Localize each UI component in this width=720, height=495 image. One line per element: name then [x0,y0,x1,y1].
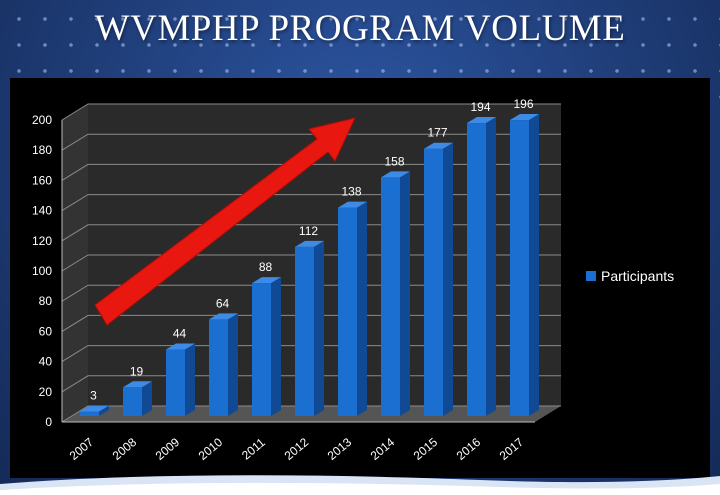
bar-side [228,313,238,416]
bottom-wave-decoration [0,475,720,495]
bar-top [467,117,496,124]
bar-side [271,277,281,416]
x-tick-label: 2009 [153,435,183,463]
bar [467,117,496,416]
bar [424,142,453,417]
bar-side [357,201,367,416]
x-tick-label: 2010 [196,435,226,463]
bar-top [123,381,152,388]
y-tick-label: 0 [45,415,52,429]
bar-front [252,283,271,416]
bar-top [295,240,324,247]
gridline [61,133,561,151]
data-label: 177 [427,126,447,140]
bar-side [486,117,496,416]
bar-top [209,313,238,320]
data-labels: 3 19 44 64 88 112 138 158 177 194 196 [90,97,534,402]
slide-title: WVMPHP PROGRAM VOLUME [94,8,626,49]
y-tick-label: 20 [39,385,53,399]
x-axis-ticks: 2007 2008 2009 2010 2011 2012 2013 2014 2015 2016… [67,435,527,463]
bar-front [510,120,529,416]
x-tick-label: 2008 [110,435,140,463]
bar [295,240,324,416]
y-tick-label: 80 [39,294,53,308]
legend: Participants [586,268,674,284]
bar-front [424,148,443,417]
x-tick-label: 2017 [497,435,527,463]
bar-top [338,201,367,208]
bar-front [123,387,142,416]
bar-side [185,343,195,416]
y-tick-label: 100 [32,264,52,278]
x-tick-label: 2007 [67,435,97,463]
data-label: 3 [90,388,97,402]
data-label: 196 [513,97,533,111]
bar-side [142,381,152,416]
gridline [61,103,561,121]
data-label: 44 [173,327,187,341]
y-tick-label: 40 [39,355,53,369]
x-tick-label: 2016 [454,435,484,463]
bar-front [467,123,486,416]
bar [209,313,238,416]
trend-arrow [94,117,356,326]
y-tick-label: 140 [32,204,52,218]
x-tick-label: 2013 [325,435,355,463]
bar-top [510,114,539,121]
data-label: 19 [130,364,144,378]
gridline [61,163,561,181]
data-label: 88 [259,260,273,274]
bar [252,277,281,416]
bar-top [80,405,109,412]
bar-side [99,405,109,416]
bar [510,114,539,416]
x-tick-label: 2014 [368,435,398,463]
bar-front [338,207,357,416]
bar-side [314,240,324,416]
bar-front [209,319,228,416]
bar [80,405,109,416]
bar-front [166,349,185,416]
bar-side [529,114,539,416]
bar [381,171,410,416]
y-tick-label: 180 [32,143,52,157]
bar-top [424,142,453,149]
data-label: 138 [341,185,361,199]
bar-side [400,171,410,416]
trend-arrow-shape [94,117,356,326]
bar [338,201,367,416]
y-tick-label: 160 [32,173,52,187]
bar-top [166,343,195,350]
bar-top [252,277,281,284]
data-label: 64 [216,296,230,310]
data-label: 112 [299,224,318,238]
bar-top [381,171,410,178]
bar-front [295,246,314,416]
x-tick-label: 2012 [282,435,312,463]
y-tick-label: 120 [32,234,52,248]
bar-front [381,177,400,416]
x-tick-label: 2015 [411,435,441,463]
bar [166,343,195,416]
data-label: 158 [384,154,404,168]
legend-swatch [586,271,596,281]
bar [123,381,152,416]
legend-label: Participants [601,268,674,284]
bar-side [443,142,453,417]
y-tick-label: 200 [32,113,52,127]
bar-front [80,411,99,416]
y-tick-label: 60 [39,324,53,338]
y-axis-ticks: 0 20 40 60 80 100 120 140 160 180 200 [32,113,52,429]
x-tick-label: 2011 [239,435,268,463]
bars [80,114,539,417]
data-label: 194 [470,100,490,114]
